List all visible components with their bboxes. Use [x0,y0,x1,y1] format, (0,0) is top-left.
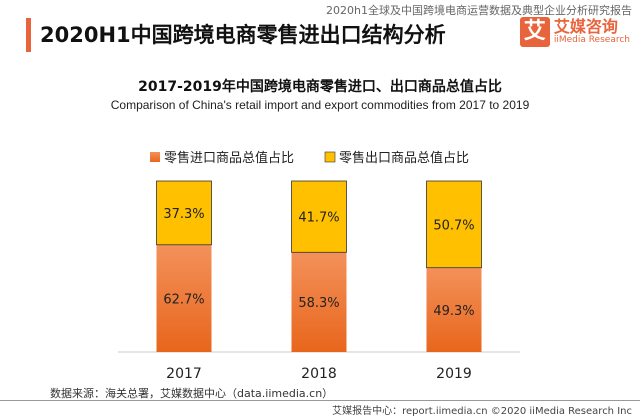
data-source: 数据来源：海关总署，艾媒数据中心（data.iimedia.cn） [50,387,334,400]
x-tick-label: 2017 [166,366,202,382]
logo: 艾 艾媒咨询 iiMedia Research [519,17,630,47]
logo-mark: 艾 [519,17,550,47]
footer-credit: 艾媒报告中心：report.iimedia.cn ©2020 iiMedia R… [332,406,632,417]
data-label: 50.7% [433,218,474,233]
data-label: 62.7% [163,292,204,307]
x-tick-label: 2019 [436,366,472,382]
chart-title: 2017-2019年中国跨境电商零售进口、出口商品总值占比 [138,79,502,95]
bar-segment [426,180,482,269]
data-label: 49.3% [433,304,474,319]
bar-segment [291,180,347,253]
logo-sub: iiMedia Research [553,35,630,45]
logo-text: 艾媒咨询 [553,17,618,36]
data-label: 41.7% [298,211,339,226]
bar-segment [156,180,212,246]
bar-segment [426,267,482,352]
legend-label: 零售进口商品总值占比 [164,150,294,166]
data-label: 37.3% [163,207,204,222]
x-tick-label: 2018 [301,366,337,382]
page-title: 2020H1中国跨境电商零售进出口结构分析 [40,23,446,47]
divider [0,400,640,401]
legend-swatch [150,152,160,162]
chart-subtitle: Comparison of China's retail import and … [110,98,530,112]
legend-label: 零售出口商品总值占比 [339,150,469,166]
report-name: 2020h1全球及中国跨境电商运营数据及典型企业分析研究报告 [326,4,632,17]
data-label: 58.3% [298,296,339,311]
legend-swatch [324,151,336,163]
bar-segment [156,244,212,352]
title-accent [26,18,31,52]
bar-segment [291,252,347,352]
